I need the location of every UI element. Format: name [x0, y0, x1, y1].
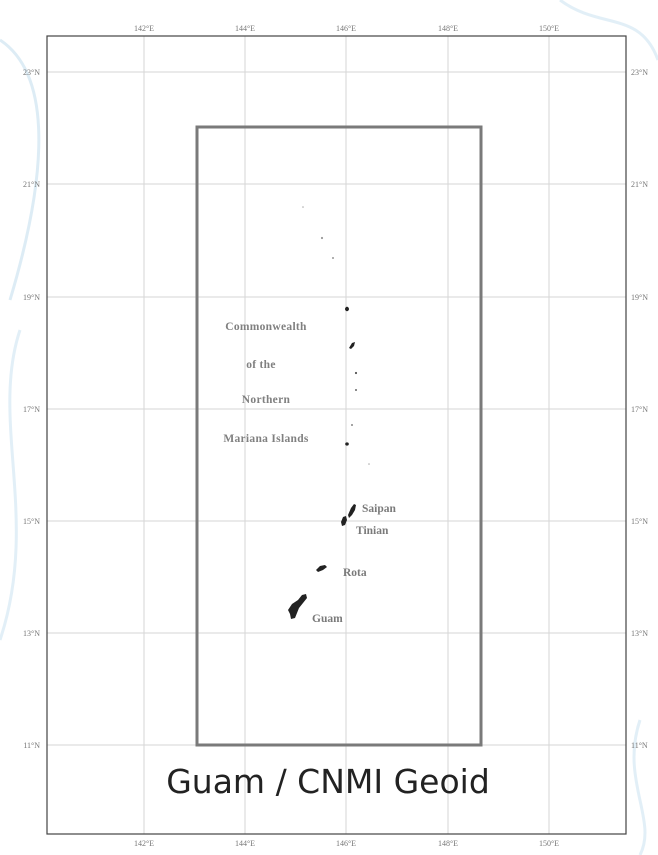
lat-tick-right: 11°N: [631, 741, 648, 750]
region-label-line-2: of the: [246, 359, 276, 371]
lon-tick-bottom: 150°E: [539, 839, 559, 848]
lat-tick-left: 21°N: [23, 180, 40, 189]
rota-island: [316, 565, 327, 572]
region-label-line-4: Mariana Islands: [223, 433, 309, 445]
lat-tick-left: 19°N: [23, 293, 40, 302]
lon-tick-bottom: 144°E: [235, 839, 255, 848]
island-label-tinian: Tinian: [356, 525, 389, 537]
lat-tick-right: 21°N: [631, 180, 648, 189]
lat-tick-left: 15°N: [23, 517, 40, 526]
lon-tick-bottom: 146°E: [336, 839, 356, 848]
island-label-rota: Rota: [343, 567, 367, 579]
guam-island: [288, 594, 307, 619]
lat-tick-right: 17°N: [631, 405, 648, 414]
region-label-line-1: Commonwealth: [225, 321, 307, 333]
lon-tick-top: 146°E: [336, 24, 356, 33]
island-label-guam: Guam: [312, 613, 343, 625]
map-caption: Guam / CNMI Geoid: [166, 762, 490, 801]
geoid-grid-boundary: [195, 125, 483, 747]
lat-tick-left: 23°N: [23, 68, 40, 77]
map-frame: [46, 35, 627, 835]
lat-tick-left: 17°N: [23, 405, 40, 414]
lat-tick-left: 13°N: [23, 629, 40, 638]
tinian-island: [341, 516, 347, 526]
lon-tick-top: 148°E: [438, 24, 458, 33]
graticule: [47, 36, 626, 834]
island-label-saipan: Saipan: [362, 503, 396, 515]
lon-tick-bottom: 142°E: [134, 839, 154, 848]
lat-tick-right: 15°N: [631, 517, 648, 526]
northern-islands: [302, 206, 370, 465]
lat-tick-right: 23°N: [631, 68, 648, 77]
lat-tick-right: 19°N: [631, 293, 648, 302]
lon-tick-top: 144°E: [235, 24, 255, 33]
lon-tick-top: 142°E: [134, 24, 154, 33]
saipan-island: [348, 504, 356, 518]
lon-tick-top: 150°E: [539, 24, 559, 33]
region-label-line-3: Northern: [242, 394, 291, 406]
lat-tick-left: 11°N: [23, 741, 40, 750]
lon-tick-bottom: 148°E: [438, 839, 458, 848]
lat-tick-right: 13°N: [631, 629, 648, 638]
